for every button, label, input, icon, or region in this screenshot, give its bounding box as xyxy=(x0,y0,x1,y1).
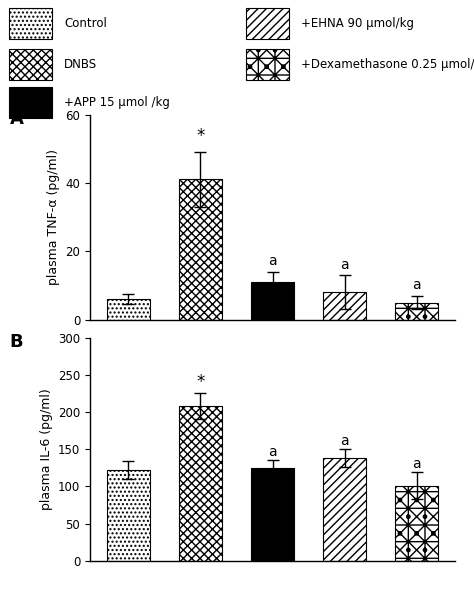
Text: +Dexamethasone 0.25 μmol/k: +Dexamethasone 0.25 μmol/k xyxy=(301,58,474,71)
Text: +EHNA 90 μmol/kg: +EHNA 90 μmol/kg xyxy=(301,17,414,30)
Text: A: A xyxy=(10,110,24,128)
Bar xyxy=(395,485,438,561)
Text: a: a xyxy=(268,445,277,459)
Bar xyxy=(179,406,222,561)
Bar xyxy=(323,458,366,561)
Text: a: a xyxy=(412,278,421,292)
Bar xyxy=(107,470,150,561)
Bar xyxy=(9,49,52,80)
Text: +APP 15 μmol /kg: +APP 15 μmol /kg xyxy=(64,96,170,109)
Text: a: a xyxy=(340,257,349,272)
Y-axis label: plasma TNF-α (pg/ml): plasma TNF-α (pg/ml) xyxy=(47,149,60,285)
Bar xyxy=(179,180,222,320)
Bar xyxy=(246,49,289,80)
Bar xyxy=(9,87,52,118)
Text: *: * xyxy=(196,373,205,391)
Bar xyxy=(323,292,366,320)
Bar xyxy=(107,299,150,320)
Bar xyxy=(251,468,294,561)
Y-axis label: plasma IL-6 (pg/ml): plasma IL-6 (pg/ml) xyxy=(39,388,53,510)
Text: a: a xyxy=(268,254,277,268)
Text: *: * xyxy=(196,127,205,145)
Bar xyxy=(251,282,294,320)
Text: a: a xyxy=(412,457,421,471)
Text: DNBS: DNBS xyxy=(64,58,97,71)
Text: Control: Control xyxy=(64,17,107,30)
Bar xyxy=(395,303,438,320)
Text: a: a xyxy=(340,434,349,448)
Text: B: B xyxy=(10,333,23,351)
Bar xyxy=(246,8,289,39)
Bar xyxy=(9,8,52,39)
